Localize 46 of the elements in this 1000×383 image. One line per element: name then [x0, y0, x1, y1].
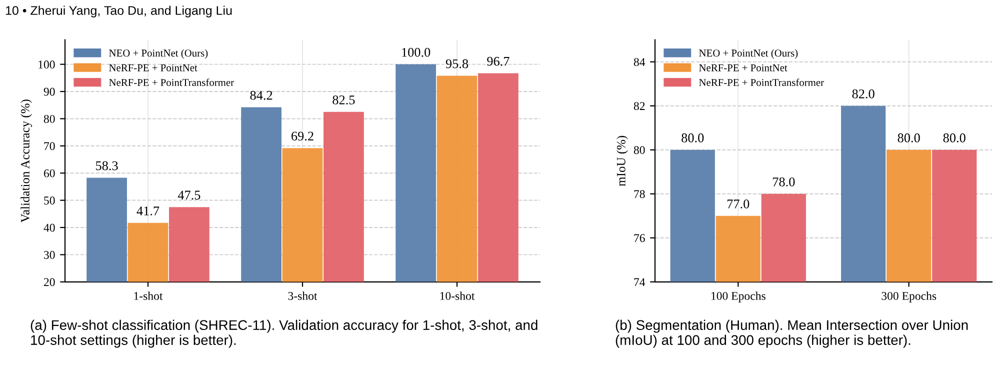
data-label: 69.2 [292, 132, 314, 141]
x-tick-label: 1-shot [134, 292, 163, 300]
data-label: 82.0 [852, 89, 874, 98]
data-label: 95.8 [446, 59, 468, 68]
x-tick-label: 100 Epochs [711, 292, 766, 302]
y-tick-label: 76 [634, 234, 645, 242]
data-label: 80.0 [943, 133, 966, 142]
data-label: 78.0 [772, 177, 795, 186]
data-label: 58.3 [96, 161, 118, 170]
data-label: 84.2 [250, 90, 272, 100]
y-axis-title: Validation Accuracy (%) [20, 100, 32, 222]
data-label: 47.5 [178, 190, 200, 200]
text: (a) Few-shot classification (SHREC-11). Validation accuracy for 1-shot, 3-shot, and 10-shot settings (higher is better). [30, 320, 538, 348]
y-tick-label: 80 [634, 146, 645, 154]
y-tick-label: 82 [634, 102, 645, 110]
x-tick-label: 10-shot [440, 292, 475, 300]
data-label: 77.0 [727, 199, 750, 208]
y-tick-label: 100 [38, 60, 55, 69]
y-tick-label: 60 [44, 169, 55, 178]
legend-label: NeRF-PE + PointTransformer [699, 78, 824, 86]
y-tick-label: 74 [634, 278, 646, 286]
text: (b) Segmentation (Human). Mean Intersection over Union (mIoU) at 100 and 300 epochs (higher is better). [616, 320, 968, 348]
y-tick-label: 50 [44, 196, 55, 205]
legend-label: NeRF-PE + PointNet [109, 64, 198, 72]
legend-label: NeRF-PE + PointTransformer [109, 78, 234, 86]
y-tick-label: 90 [44, 88, 55, 96]
y-tick-label: 78 [634, 190, 645, 198]
legend-label: NEO + PointNet (Ours) [699, 49, 798, 59]
x-tick-label: 300 Epochs [882, 292, 936, 302]
legend-label: NeRF-PE + PointNet [699, 64, 788, 72]
x-tick-label: 3-shot [288, 292, 318, 300]
y-tick-label: 80 [44, 114, 55, 123]
data-label: 41.7 [136, 206, 160, 216]
y-tick-label: 20 [44, 278, 55, 286]
y-tick-label: 84 [634, 58, 646, 66]
data-label: 96.7 [487, 56, 510, 66]
y-tick-label: 30 [44, 250, 55, 259]
y-axis-title: mIoU (%) [616, 136, 628, 186]
data-label: 100.0 [402, 48, 430, 57]
data-label: 80.0 [682, 133, 704, 142]
y-tick-label: 70 [44, 142, 55, 150]
data-label: 82.5 [332, 95, 355, 104]
legend-label: NEO + PointNet (Ours) [109, 49, 208, 59]
y-tick-label: 40 [44, 224, 55, 232]
data-label: 80.0 [898, 133, 920, 142]
text: 10 • Zherui Yang, Tao Du, and Ligang Liu [6, 6, 232, 18]
